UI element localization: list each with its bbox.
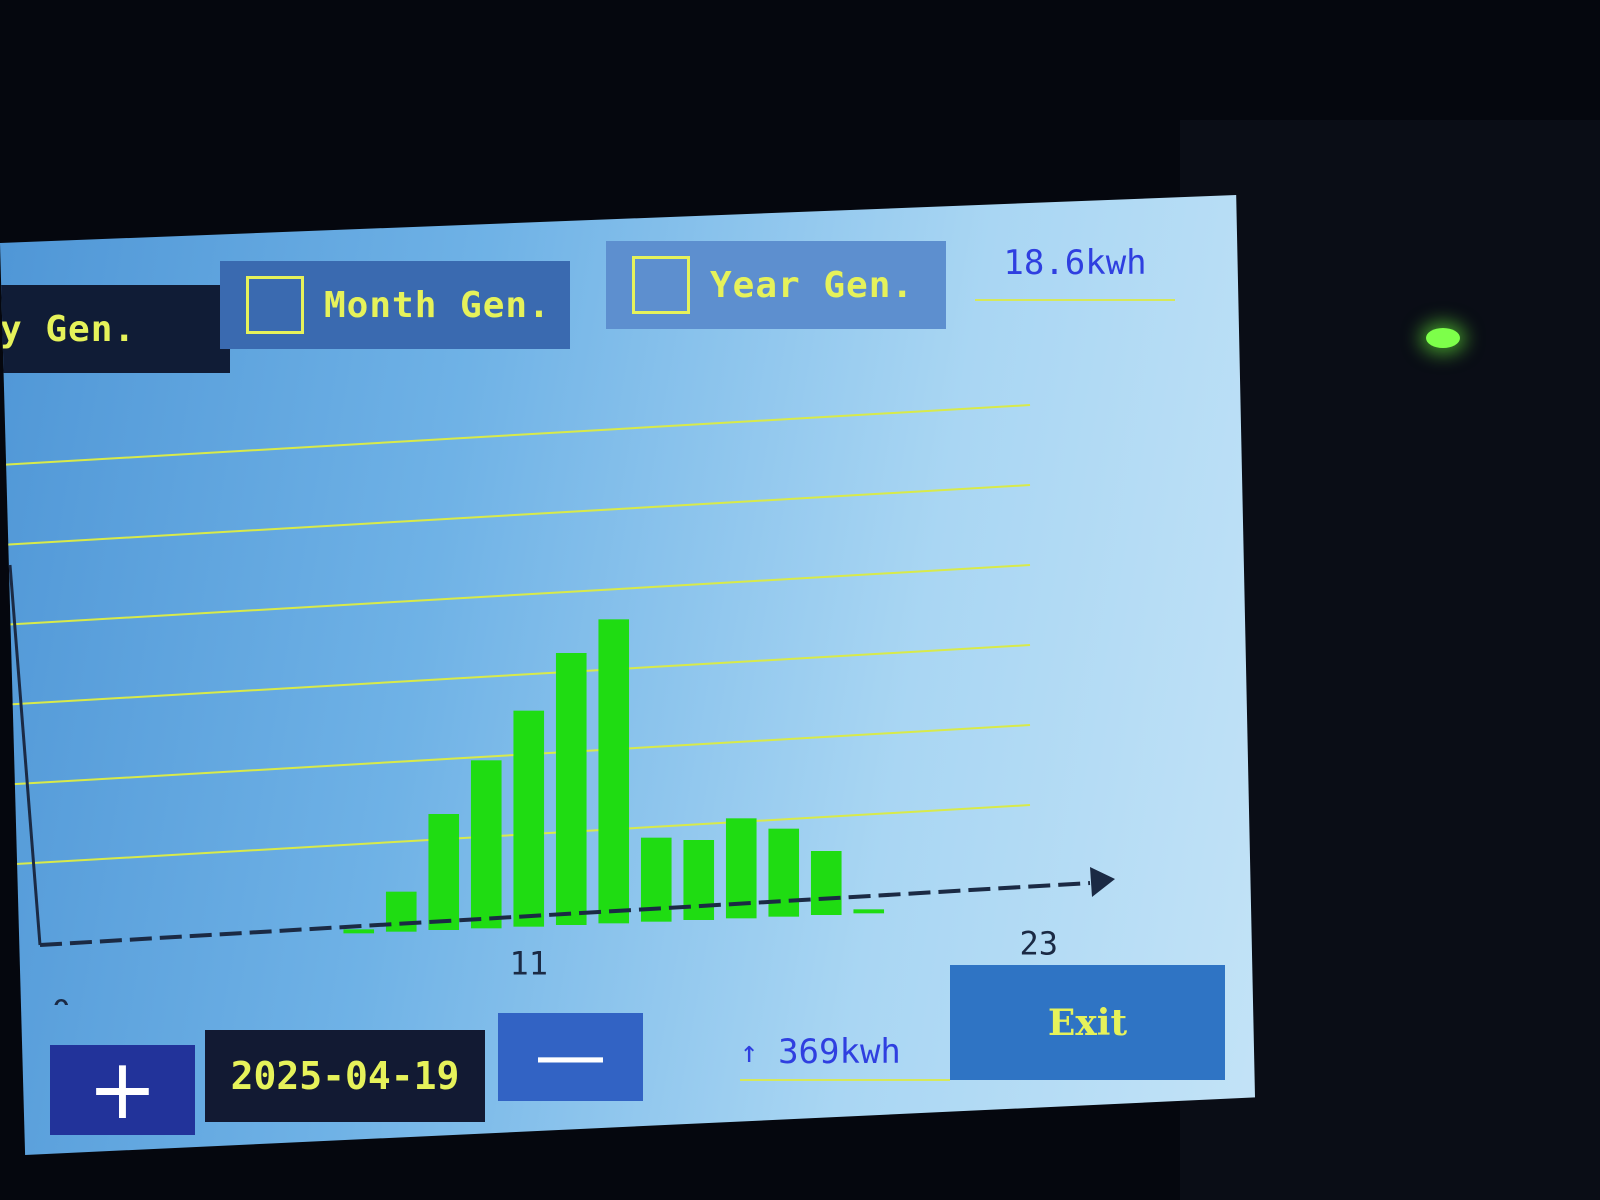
generation-bar-chart: 0 11 23 [0,404,1115,1005]
gridline [0,404,1031,466]
x-tick-label: 0 [52,993,71,1005]
date-prev-button[interactable]: — [498,1013,643,1101]
lifetime-total-value: 369kwh [778,1032,901,1072]
daily-total-value: 18.6kwh [975,243,1175,301]
chart-tick-labels: 0 11 23 [52,925,1058,1005]
date-next-button[interactable]: + [50,1045,195,1135]
tab-day-label: y Gen. [0,308,137,350]
gridline [0,564,1031,626]
status-led [1426,328,1460,348]
tab-month-label: Month Gen. [324,284,551,326]
chart-bar [343,929,375,934]
lcd-screen: y Gen. Month Gen. Year Gen. 18.6kwh 0 11 2… [0,195,1255,1155]
chart-bar [853,909,885,914]
tab-day-gen[interactable]: y Gen. [0,285,230,373]
chart-bars [343,619,885,934]
x-tick-label: 23 [1019,925,1058,963]
gridline [0,484,1031,546]
gridline [0,644,1031,706]
tab-year-gen[interactable]: Year Gen. [606,241,946,329]
checkbox-icon[interactable] [632,256,690,314]
checkbox-icon[interactable] [246,276,304,334]
chart-bar [555,653,587,925]
chart-bar [513,710,545,927]
exit-button[interactable]: Exit [950,965,1225,1080]
axis-arrow-icon [1090,867,1115,897]
chart-bar [810,851,842,915]
chart-bar [598,619,630,924]
chart-bar [470,760,502,929]
chart-bar [428,814,460,930]
exit-label: Exit [1047,1001,1128,1044]
y-axis-line [8,564,42,946]
tab-month-gen[interactable]: Month Gen. [220,261,570,349]
chart-axes [8,564,1115,947]
date-display: 2025-04-19 [205,1030,485,1122]
lifetime-total: ↑ 369kwh [740,1025,950,1081]
up-arrow-icon: ↑ [740,1034,759,1070]
x-tick-label: 11 [509,945,548,983]
tab-year-label: Year Gen. [710,264,915,306]
x-axis-line [39,881,1091,947]
